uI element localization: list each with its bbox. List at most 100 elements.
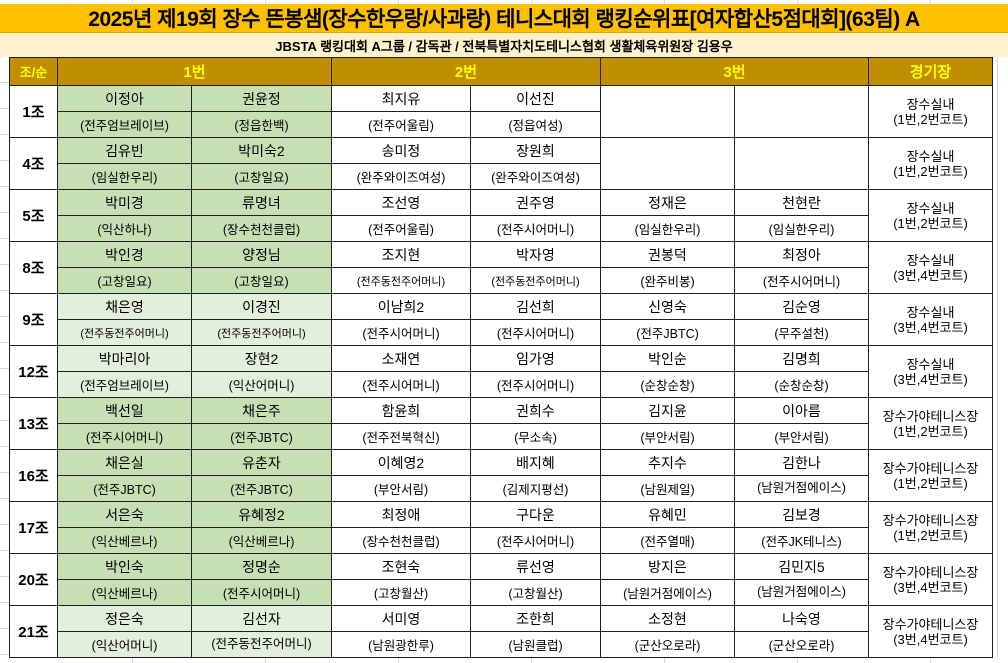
player-name-cell[interactable]: 박미숙2 bbox=[191, 137, 332, 164]
venue-cell[interactable]: 장수실내 (3번,4번코트) bbox=[868, 241, 993, 294]
player-club-cell[interactable]: (전주어울림) bbox=[331, 111, 471, 138]
player-club-cell[interactable]: (완주와이즈여성) bbox=[470, 163, 601, 190]
player-club-cell[interactable]: (남원광한루) bbox=[331, 631, 471, 658]
group-cell[interactable]: 20조 bbox=[9, 553, 58, 606]
venue-cell[interactable]: 장수실내 (1번,2번코트) bbox=[868, 85, 993, 138]
venue-cell[interactable]: 장수가야테니스장 (3번,4번코트) bbox=[868, 605, 993, 658]
player-club-cell[interactable]: (정읍한백) bbox=[191, 111, 332, 138]
player-name-cell[interactable]: 배지혜 bbox=[470, 449, 601, 476]
player-club-cell[interactable]: (전주시어머니) bbox=[734, 267, 869, 294]
player-club-cell[interactable]: (전주열매) bbox=[600, 527, 735, 554]
group-cell[interactable]: 21조 bbox=[9, 605, 58, 658]
player-club-cell[interactable]: (부안서림) bbox=[734, 423, 869, 450]
player-name-cell[interactable]: 장원희 bbox=[470, 137, 601, 164]
player-club-cell[interactable]: (전주동전주어머니) bbox=[470, 267, 601, 294]
player-club-cell[interactable]: (군산오로라) bbox=[600, 631, 735, 658]
player-name-cell[interactable]: 정재은 bbox=[600, 189, 735, 216]
player-name-cell[interactable]: 김민지5 bbox=[734, 553, 869, 580]
player-club-cell[interactable]: (남원제일) bbox=[600, 475, 735, 502]
player-name-cell[interactable]: 서은숙 bbox=[57, 501, 192, 528]
player-name-cell[interactable]: 서미영 bbox=[331, 605, 471, 632]
empty-player-cell[interactable] bbox=[734, 137, 869, 190]
group-cell[interactable]: 9조 bbox=[9, 293, 58, 346]
player-name-cell[interactable]: 소정현 bbox=[600, 605, 735, 632]
player-name-cell[interactable]: 백선일 bbox=[57, 397, 192, 424]
player-name-cell[interactable]: 박마리아 bbox=[57, 345, 192, 372]
player-name-cell[interactable]: 천현란 bbox=[734, 189, 869, 216]
header-pair3[interactable]: 3번 bbox=[600, 57, 869, 86]
player-club-cell[interactable]: (부안서림) bbox=[600, 423, 735, 450]
player-name-cell[interactable]: 조현숙 bbox=[331, 553, 471, 580]
empty-player-cell[interactable] bbox=[600, 137, 735, 190]
group-cell[interactable]: 17조 bbox=[9, 501, 58, 554]
player-club-cell[interactable]: (전주시어머니) bbox=[57, 423, 192, 450]
player-name-cell[interactable]: 권희수 bbox=[470, 397, 601, 424]
player-club-cell[interactable]: (고창일요) bbox=[191, 163, 332, 190]
player-club-cell[interactable]: (전주JBTC) bbox=[57, 475, 192, 502]
player-club-cell[interactable]: (전주시어머니) bbox=[331, 371, 471, 398]
player-name-cell[interactable]: 조한희 bbox=[470, 605, 601, 632]
player-name-cell[interactable]: 채은영 bbox=[57, 293, 192, 320]
player-club-cell[interactable]: (고창일요) bbox=[191, 267, 332, 294]
player-name-cell[interactable]: 박자영 bbox=[470, 241, 601, 268]
player-club-cell[interactable]: (전주전북혁신) bbox=[331, 423, 471, 450]
player-name-cell[interactable]: 박인순 bbox=[600, 345, 735, 372]
venue-cell[interactable]: 장수실내 (3번,4번코트) bbox=[868, 293, 993, 346]
player-name-cell[interactable]: 소재연 bbox=[331, 345, 471, 372]
player-club-cell[interactable]: (전주동전주어머니) bbox=[191, 319, 332, 346]
player-club-cell[interactable]: (전주동전주어머니) bbox=[331, 267, 471, 294]
player-club-cell[interactable]: (장수천천클럽) bbox=[191, 215, 332, 242]
player-club-cell[interactable]: (완주비봉) bbox=[600, 267, 735, 294]
player-name-cell[interactable]: 이남희2 bbox=[331, 293, 471, 320]
player-name-cell[interactable]: 신영숙 bbox=[600, 293, 735, 320]
player-name-cell[interactable]: 최지유 bbox=[331, 85, 471, 112]
player-name-cell[interactable]: 나숙영 bbox=[734, 605, 869, 632]
player-name-cell[interactable]: 최정애 bbox=[331, 501, 471, 528]
group-cell[interactable]: 12조 bbox=[9, 345, 58, 398]
player-club-cell[interactable]: (전주어울림) bbox=[331, 215, 471, 242]
player-name-cell[interactable]: 김유빈 bbox=[57, 137, 192, 164]
player-name-cell[interactable]: 김지윤 bbox=[600, 397, 735, 424]
player-club-cell[interactable]: (전주JBTC) bbox=[600, 319, 735, 346]
player-club-cell[interactable]: (임실한우리) bbox=[734, 215, 869, 242]
player-club-cell[interactable]: (전주시어머니) bbox=[470, 319, 601, 346]
player-name-cell[interactable]: 방지은 bbox=[600, 553, 735, 580]
player-club-cell[interactable]: (김제지평선) bbox=[470, 475, 601, 502]
player-name-cell[interactable]: 류명녀 bbox=[191, 189, 332, 216]
venue-cell[interactable]: 장수가야테니스장 (1번,2번코트) bbox=[868, 501, 993, 554]
player-name-cell[interactable]: 양정님 bbox=[191, 241, 332, 268]
player-club-cell[interactable]: (전주시어머니) bbox=[191, 579, 332, 606]
player-name-cell[interactable]: 송미정 bbox=[331, 137, 471, 164]
player-club-cell[interactable]: (남원거점에이스) bbox=[734, 579, 869, 606]
header-venue[interactable]: 경기장 bbox=[868, 57, 993, 86]
player-club-cell[interactable]: (순창순창) bbox=[734, 371, 869, 398]
player-club-cell[interactable]: (임실한우리) bbox=[600, 215, 735, 242]
player-club-cell[interactable]: (전주엄브레이브) bbox=[57, 371, 192, 398]
player-name-cell[interactable]: 장현2 bbox=[191, 345, 332, 372]
player-club-cell[interactable]: (익산하나) bbox=[57, 215, 192, 242]
player-name-cell[interactable]: 정명순 bbox=[191, 553, 332, 580]
player-club-cell[interactable]: (익산베르나) bbox=[191, 527, 332, 554]
player-name-cell[interactable]: 권봉덕 bbox=[600, 241, 735, 268]
player-name-cell[interactable]: 김선희 bbox=[470, 293, 601, 320]
player-name-cell[interactable]: 정은숙 bbox=[57, 605, 192, 632]
player-name-cell[interactable]: 김명희 bbox=[734, 345, 869, 372]
venue-cell[interactable]: 장수가야테니스장 (1번,2번코트) bbox=[868, 449, 993, 502]
player-name-cell[interactable]: 이선진 bbox=[470, 85, 601, 112]
empty-player-cell[interactable] bbox=[600, 85, 735, 138]
player-club-cell[interactable]: (고창일요) bbox=[57, 267, 192, 294]
player-name-cell[interactable]: 김순영 bbox=[734, 293, 869, 320]
player-name-cell[interactable]: 류선영 bbox=[470, 553, 601, 580]
player-name-cell[interactable]: 이아름 bbox=[734, 397, 869, 424]
venue-cell[interactable]: 장수실내 (1번,2번코트) bbox=[868, 189, 993, 242]
empty-player-cell[interactable] bbox=[734, 85, 869, 138]
player-club-cell[interactable]: (군산오로라) bbox=[734, 631, 869, 658]
player-club-cell[interactable]: (순창순창) bbox=[600, 371, 735, 398]
player-club-cell[interactable]: (고창월산) bbox=[331, 579, 471, 606]
player-club-cell[interactable]: (남원거점에이스) bbox=[600, 579, 735, 606]
player-club-cell[interactable]: (남원거점에이스) bbox=[734, 475, 869, 502]
venue-cell[interactable]: 장수실내 (3번,4번코트) bbox=[868, 345, 993, 398]
player-name-cell[interactable]: 최정아 bbox=[734, 241, 869, 268]
header-pair2[interactable]: 2번 bbox=[331, 57, 601, 86]
player-name-cell[interactable]: 김한나 bbox=[734, 449, 869, 476]
